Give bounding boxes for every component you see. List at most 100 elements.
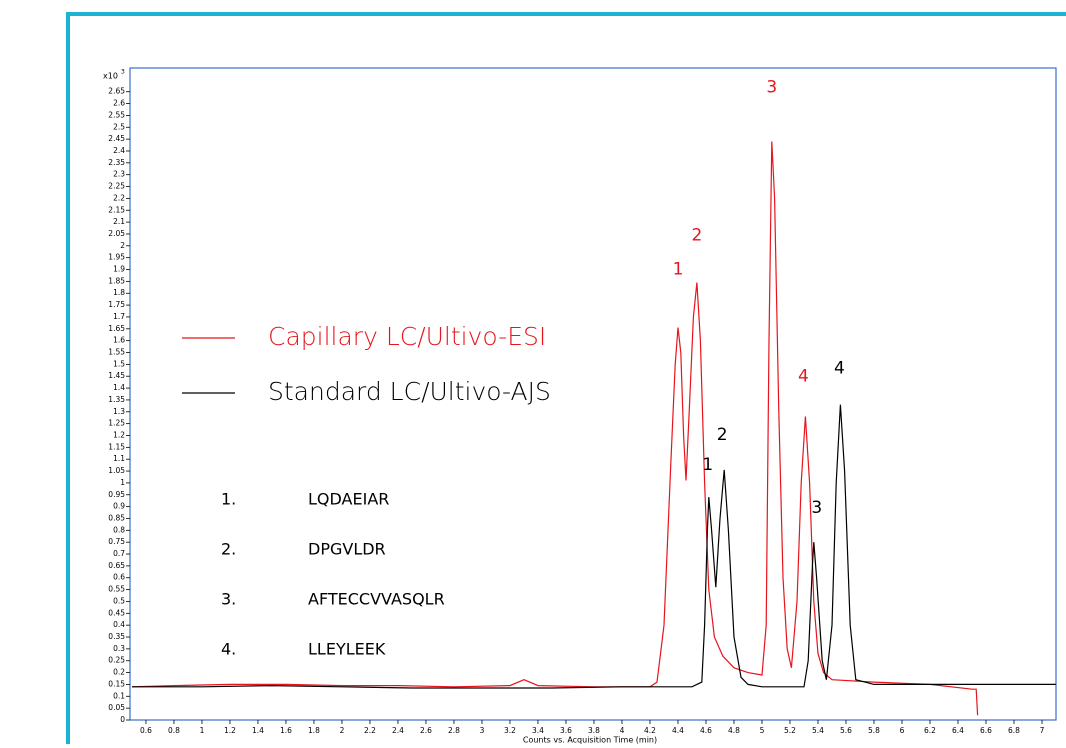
x-tick-label: 5.2 xyxy=(784,726,796,735)
x-tick-label: 7 xyxy=(1040,726,1045,735)
y-tick-label: 2.65 xyxy=(108,87,125,96)
peptide-name: LQDAEIAR xyxy=(308,490,389,509)
y-tick-label: 1.55 xyxy=(108,348,125,357)
peptide-name: LLEYLEEK xyxy=(308,640,386,659)
x-tick-label: 6 xyxy=(900,726,905,735)
x-tick-label: 1.4 xyxy=(252,726,264,735)
series-line xyxy=(131,141,979,716)
y-tick-label: 2.4 xyxy=(113,146,125,155)
x-tick-label: 2.4 xyxy=(392,726,404,735)
y-tick-label: 0.9 xyxy=(113,502,125,511)
x-tick-label: 5.6 xyxy=(840,726,852,735)
plot-area xyxy=(129,67,1057,721)
x-tick-label: 3 xyxy=(480,726,485,735)
peak-label: 3 xyxy=(766,77,777,97)
y-tick-label: 0.5 xyxy=(113,596,125,605)
y-tick-label: 0.35 xyxy=(108,632,125,641)
y-tick-label: 2.1 xyxy=(113,217,125,226)
y-tick-label: 0 xyxy=(120,715,125,724)
x-tick-label: 2.8 xyxy=(448,726,460,735)
x-tick-label: 4.4 xyxy=(672,726,684,735)
peak-label: 1 xyxy=(673,260,684,280)
y-tick-label: 1.6 xyxy=(113,336,125,345)
x-tick-label: 4.2 xyxy=(644,726,656,735)
x-tick-label: 5.8 xyxy=(868,726,880,735)
x-tick-label: 1.6 xyxy=(280,726,292,735)
peptide-number: 4. xyxy=(221,640,236,659)
y-tick-label: 1 xyxy=(120,478,125,487)
x-tick-label: 4.6 xyxy=(700,726,712,735)
y-tick-label: 2.35 xyxy=(108,158,125,167)
x-tick-label: 4.8 xyxy=(728,726,740,735)
peptide-name: DPGVLDR xyxy=(308,540,386,559)
peak-label: 3 xyxy=(811,498,822,518)
x-tick-label: 6.6 xyxy=(980,726,992,735)
y-tick-label: 2.25 xyxy=(108,182,125,191)
peptide-number: 2. xyxy=(221,540,236,559)
y-tick-label: 2.45 xyxy=(108,134,125,143)
y-tick-label: 0.1 xyxy=(113,691,125,700)
x-tick-label: 1 xyxy=(200,726,205,735)
peptide-name: AFTECCVVASQLR xyxy=(308,590,445,609)
series-line xyxy=(132,404,1056,689)
y-tick-label: 0.95 xyxy=(108,490,125,499)
x-tick-label: 3.6 xyxy=(560,726,572,735)
y-tick-label: 0.75 xyxy=(108,537,125,546)
y-tick-label: 0.8 xyxy=(113,525,125,534)
y-tick-label: 1.95 xyxy=(108,253,125,262)
x-tick-label: 2.2 xyxy=(364,726,376,735)
y-tick-label: 0.6 xyxy=(113,573,125,582)
y-tick-label: 1.45 xyxy=(108,371,125,380)
y-tick-label: 0.3 xyxy=(113,644,125,653)
x-tick-label: 5 xyxy=(760,726,765,735)
y-tick-label: 1.05 xyxy=(108,466,125,475)
y-tick-label: 0.05 xyxy=(108,703,125,712)
x-tick-label: 6.4 xyxy=(952,726,964,735)
x-tick-label: 0.8 xyxy=(168,726,180,735)
y-tick-label: 0.25 xyxy=(108,656,125,665)
x-tick-label: 6.2 xyxy=(924,726,936,735)
x-tick-label: 0.6 xyxy=(140,726,152,735)
x-tick-label: 5.4 xyxy=(812,726,824,735)
y-tick-label: 1.7 xyxy=(113,312,125,321)
y-tick-label: 1.3 xyxy=(113,407,125,416)
y-tick-label: 0.45 xyxy=(108,608,125,617)
legend-label: Standard LC/Ultivo-AJS xyxy=(268,377,551,406)
y-tick-label: 0.85 xyxy=(108,513,125,522)
y-tick-label: 1.65 xyxy=(108,324,125,333)
legend-label: Capillary LC/Ultivo-ESI xyxy=(268,322,546,351)
y-tick-label: 2.6 xyxy=(113,99,125,108)
x-tick-label: 1.2 xyxy=(224,726,236,735)
y-tick-label: 2.15 xyxy=(108,205,125,214)
peak-label: 2 xyxy=(717,425,728,445)
x-tick-label: 2 xyxy=(340,726,345,735)
y-tick-label: 1.15 xyxy=(108,442,125,451)
x-tick-label: 6.8 xyxy=(1008,726,1020,735)
peak-label: 2 xyxy=(691,226,702,246)
y-tick-label: 1.5 xyxy=(113,359,125,368)
y-tick-label: 0.65 xyxy=(108,561,125,570)
peptide-number: 3. xyxy=(221,590,236,609)
peak-label: 1 xyxy=(702,455,713,475)
y-tick-label: 1.1 xyxy=(113,454,125,463)
y-tick-label: 1.35 xyxy=(108,395,125,404)
x-tick-label: 3.2 xyxy=(504,726,516,735)
y-tick-label: 1.2 xyxy=(113,430,125,439)
peak-label: 4 xyxy=(834,359,845,379)
y-tick-label: 1.9 xyxy=(113,265,125,274)
y-tick-label: 2.3 xyxy=(113,170,125,179)
peptide-number: 1. xyxy=(221,490,236,509)
y-tick-label: 2.2 xyxy=(113,193,125,202)
y-tick-label: 1.25 xyxy=(108,419,125,428)
y-tick-label: 0.4 xyxy=(113,620,125,629)
y-tick-label: 2.55 xyxy=(108,110,125,119)
y-tick-label: 1.85 xyxy=(108,276,125,285)
x-tick-label: 4 xyxy=(620,726,625,735)
y-exponent: 3 xyxy=(121,69,125,76)
y-tick-label: 2.5 xyxy=(113,122,125,131)
x-tick-label: 3.4 xyxy=(532,726,544,735)
y-tick-label: 0.15 xyxy=(108,679,125,688)
y-tick-label: 0.7 xyxy=(113,549,125,558)
x-tick-label: 2.6 xyxy=(420,726,432,735)
